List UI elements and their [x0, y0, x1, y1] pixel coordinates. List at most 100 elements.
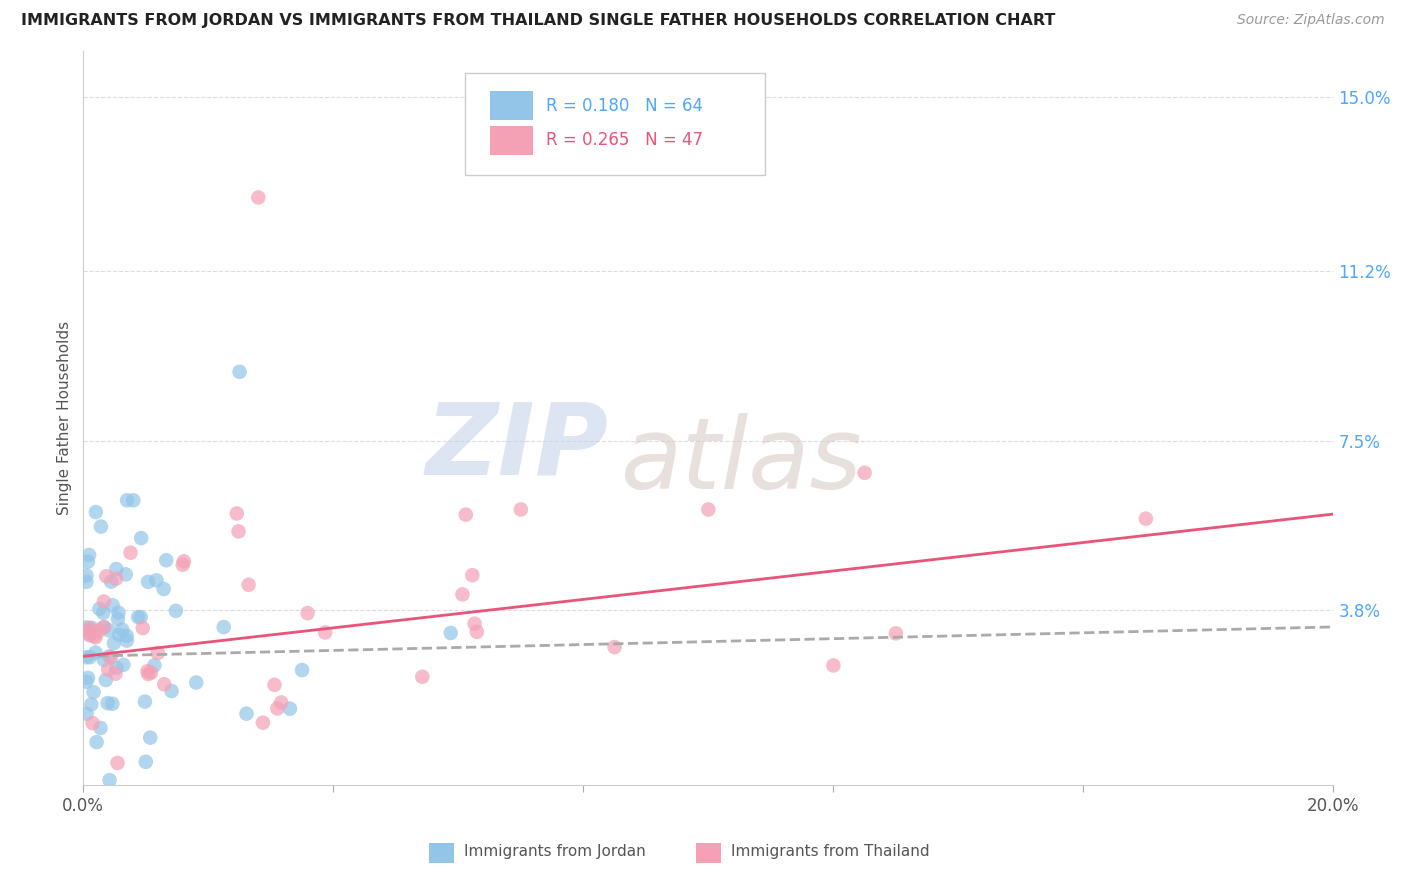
Point [84, 631, 107, 645]
Point [108, 628, 131, 642]
Point [509, 502, 531, 516]
Point [270, 696, 292, 710]
Point [127, 610, 149, 624]
Point [135, 755, 157, 769]
FancyBboxPatch shape [489, 91, 533, 120]
Point [212, 620, 235, 634]
Point [884, 626, 907, 640]
Point [291, 663, 314, 677]
Point [89, 602, 111, 616]
Point [238, 578, 260, 592]
Text: R = 0.265   N = 47: R = 0.265 N = 47 [546, 131, 703, 149]
Point [136, 667, 159, 681]
Point [98, 773, 121, 788]
Point [80, 621, 103, 635]
Point [263, 678, 285, 692]
Point [84, 646, 107, 660]
Point [75, 650, 97, 665]
Point [186, 675, 208, 690]
Point [228, 365, 250, 379]
Point [103, 636, 125, 650]
Point [465, 624, 488, 639]
Point [79, 627, 101, 641]
Point [83, 685, 105, 699]
Point [136, 664, 159, 678]
Point [101, 697, 124, 711]
Point [105, 661, 128, 675]
Point [100, 650, 122, 665]
Point [461, 568, 484, 582]
Point [603, 640, 626, 654]
Point [75, 620, 97, 634]
Point [77, 671, 100, 685]
Text: Immigrants from Thailand: Immigrants from Thailand [731, 845, 929, 859]
Point [114, 567, 136, 582]
Point [104, 666, 127, 681]
Point [107, 606, 129, 620]
Point [75, 674, 97, 689]
Point [76, 706, 98, 721]
Point [139, 731, 162, 745]
Point [77, 548, 100, 562]
Point [247, 190, 270, 204]
Point [94, 673, 117, 687]
Point [145, 574, 167, 588]
Point [697, 502, 720, 516]
Point [823, 658, 845, 673]
Point [228, 524, 250, 539]
Point [79, 621, 101, 635]
Point [115, 493, 138, 508]
Text: R = 0.180   N = 64: R = 0.180 N = 64 [546, 96, 703, 115]
Point [115, 629, 138, 643]
Text: Source: ZipAtlas.com: Source: ZipAtlas.com [1237, 13, 1385, 28]
Point [165, 604, 187, 618]
Point [129, 610, 152, 624]
Point [82, 716, 104, 731]
Text: atlas: atlas [621, 413, 862, 510]
Point [120, 546, 142, 560]
Point [146, 646, 169, 660]
Point [153, 677, 176, 691]
Point [100, 574, 122, 589]
Point [101, 599, 124, 613]
Point [75, 568, 97, 582]
Point [136, 574, 159, 589]
Point [129, 531, 152, 545]
Y-axis label: Single Father Households: Single Father Households [58, 320, 72, 515]
Point [91, 606, 114, 620]
Point [93, 620, 115, 634]
Point [454, 508, 477, 522]
Point [93, 620, 115, 634]
Point [464, 616, 486, 631]
Point [155, 553, 177, 567]
Point [97, 662, 120, 676]
Point [440, 626, 463, 640]
Point [93, 594, 115, 608]
Text: ZIP: ZIP [426, 399, 609, 496]
Point [173, 554, 195, 568]
Point [143, 658, 166, 673]
Point [84, 505, 107, 519]
Point [75, 574, 97, 589]
Point [451, 587, 474, 601]
Point [80, 698, 103, 712]
Point [122, 493, 145, 508]
Point [132, 621, 155, 635]
Point [235, 706, 257, 721]
Point [96, 569, 118, 583]
Point [134, 695, 156, 709]
Point [266, 701, 288, 715]
Point [107, 756, 129, 770]
Point [139, 665, 162, 680]
Point [77, 555, 100, 569]
Point [115, 633, 138, 648]
Point [89, 624, 111, 638]
Point [90, 721, 112, 735]
Point [152, 582, 174, 596]
Point [79, 628, 101, 642]
Point [90, 519, 112, 533]
Point [93, 653, 115, 667]
Point [105, 562, 128, 576]
Point [97, 624, 120, 638]
Point [105, 572, 128, 586]
